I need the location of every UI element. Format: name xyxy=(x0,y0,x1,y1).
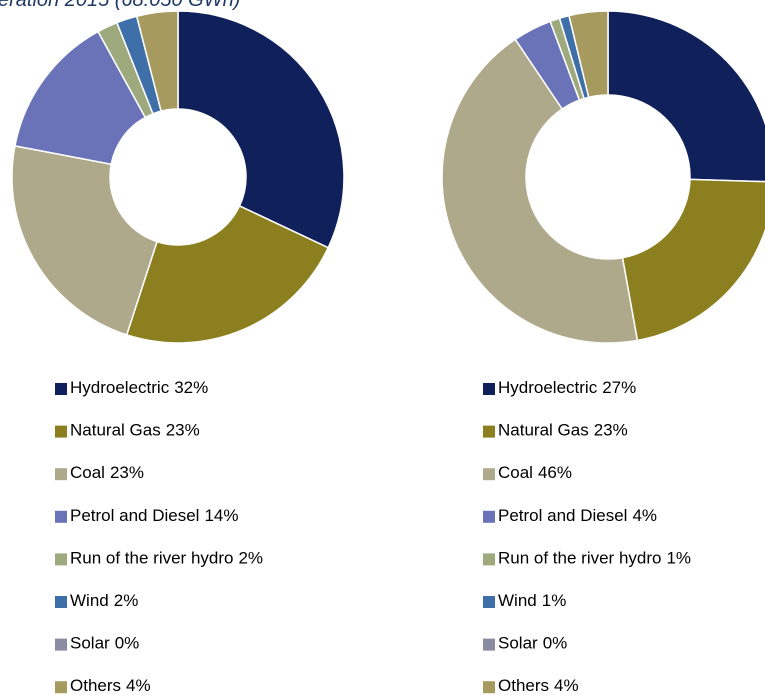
legend-label: Hydroelectric 27% xyxy=(498,378,636,397)
legend-value: 0% xyxy=(115,634,140,653)
legend-swatch xyxy=(55,510,67,523)
legend-label: Run of the river hydro 2% xyxy=(70,549,263,568)
legend-swatch xyxy=(483,681,495,694)
legend-category: Natural Gas xyxy=(498,421,589,440)
legend-swatch xyxy=(483,553,495,566)
legend-swatch xyxy=(55,468,67,481)
legend-category: Others xyxy=(498,677,549,695)
legend-value: 27% xyxy=(602,378,636,397)
legend-swatch xyxy=(55,553,67,566)
donut-slice xyxy=(11,145,158,336)
legend-label: Coal 46% xyxy=(498,464,572,483)
donut-slice xyxy=(135,10,179,113)
legend-value: 14% xyxy=(204,506,238,525)
legend-label: Hydroelectric 32% xyxy=(70,378,208,397)
legend-swatch xyxy=(55,681,67,694)
legend-category: Run of the river hydro xyxy=(70,549,233,568)
legend-swatch xyxy=(483,425,495,438)
legend-value: 4% xyxy=(632,506,657,525)
legend-value: 4% xyxy=(126,677,151,695)
legend-value: 1% xyxy=(666,549,691,568)
legend-category: Coal xyxy=(498,464,533,483)
donut-slice xyxy=(125,204,330,344)
legend-swatch xyxy=(483,383,495,395)
legend-swatch xyxy=(483,596,495,608)
legend-value: 32% xyxy=(174,378,208,397)
legend-value: 23% xyxy=(594,421,628,440)
legend-value: 4% xyxy=(554,677,579,695)
legend-swatch xyxy=(55,383,67,395)
chart-title: eration 2015 (68.050 GWh) xyxy=(0,0,240,11)
legend-category: Wind xyxy=(70,591,109,610)
legend-label: Others 4% xyxy=(70,677,151,695)
donut-slice xyxy=(607,10,765,183)
legend-label: Others 4% xyxy=(498,677,579,695)
donut-slice xyxy=(621,178,765,342)
legend-label: Coal 23% xyxy=(70,464,144,483)
legend-category: Solar xyxy=(70,634,110,653)
legend-label: Wind 2% xyxy=(70,591,138,610)
legend-category: Petrol and Diesel xyxy=(498,506,627,525)
legend-swatch xyxy=(55,425,67,438)
legend-category: Run of the river hydro xyxy=(498,549,661,568)
legend-category: Wind xyxy=(498,591,537,610)
donut-slice xyxy=(177,10,345,249)
legend-value: 0% xyxy=(543,634,568,653)
legend-swatch xyxy=(483,468,495,481)
legend-value: 1% xyxy=(542,591,567,610)
legend-label: Wind 1% xyxy=(498,591,566,610)
donut-slice xyxy=(14,30,147,166)
legend-label: Run of the river hydro 1% xyxy=(498,549,691,568)
legend-label: Petrol and Diesel 4% xyxy=(498,506,657,525)
legend-value: 23% xyxy=(166,421,200,440)
legend-label: Solar 0% xyxy=(70,634,139,653)
legend-label: Petrol and Diesel 14% xyxy=(70,506,239,525)
legend-category: Others xyxy=(70,677,121,695)
legend-category: Solar xyxy=(498,634,538,653)
donut-slice xyxy=(568,10,609,99)
legend-category: Coal xyxy=(70,464,105,483)
legend-swatch xyxy=(483,510,495,523)
legend-value: 23% xyxy=(110,464,144,483)
legend-swatch xyxy=(55,596,67,608)
legend-swatch xyxy=(55,638,67,651)
legend-value: 2% xyxy=(238,549,263,568)
legend-value: 46% xyxy=(538,464,572,483)
legend-category: Petrol and Diesel xyxy=(70,506,199,525)
legend-value: 2% xyxy=(114,591,139,610)
legend-label: Solar 0% xyxy=(498,634,567,653)
legend-category: Hydroelectric xyxy=(498,378,598,397)
donut-slice xyxy=(441,38,639,344)
legend-label: Natural Gas 23% xyxy=(70,421,200,440)
legend-swatch xyxy=(483,638,495,651)
legend-category: Hydroelectric xyxy=(70,378,170,397)
legend-category: Natural Gas xyxy=(70,421,161,440)
legend-label: Natural Gas 23% xyxy=(498,421,628,440)
